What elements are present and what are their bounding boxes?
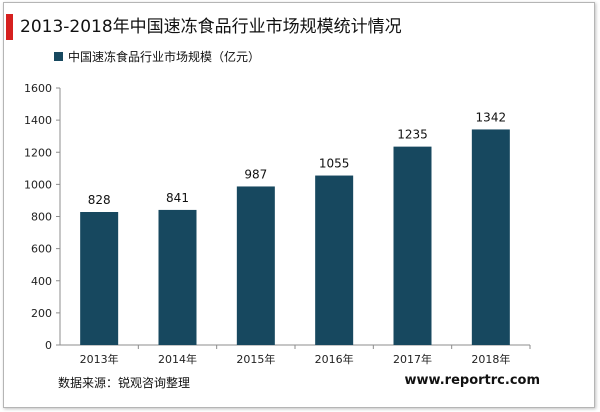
website-url: www.reportrc.com — [404, 373, 540, 388]
bar — [393, 146, 432, 345]
data-label: 841 — [166, 191, 189, 205]
x-tick-label: 2016年 — [315, 352, 354, 366]
x-tick-label: 2013年 — [80, 352, 119, 366]
data-label: 987 — [244, 167, 267, 181]
title-accent-bar — [6, 14, 13, 40]
x-tick-label: 2015年 — [236, 352, 275, 366]
x-tick-label: 2017年 — [393, 352, 432, 366]
bar — [471, 129, 510, 345]
y-tick-label: 1600 — [24, 82, 52, 95]
y-tick-label: 200 — [31, 307, 52, 320]
y-tick-label: 1200 — [24, 146, 52, 159]
bar — [236, 186, 275, 345]
y-tick-label: 400 — [31, 275, 52, 288]
y-tick-label: 600 — [31, 243, 52, 256]
x-tick-label: 2014年 — [158, 352, 197, 366]
data-label: 1055 — [319, 157, 350, 171]
legend-swatch — [54, 52, 63, 61]
bar — [158, 209, 197, 345]
y-tick-label: 1000 — [24, 178, 52, 191]
data-label: 1235 — [397, 128, 428, 142]
x-tick-label: 2018年 — [471, 352, 510, 366]
legend: 中国速冻食品行业市场规模（亿元） — [54, 48, 260, 65]
y-tick-label: 800 — [31, 211, 52, 224]
chart-title: 2013-2018年中国速冻食品行业市场规模统计情况 — [20, 17, 402, 37]
data-label: 828 — [88, 193, 111, 207]
data-label: 1342 — [476, 110, 507, 124]
y-tick-label: 0 — [45, 339, 52, 352]
y-tick-label: 1400 — [24, 114, 52, 127]
legend-label: 中国速冻食品行业市场规模（亿元） — [68, 50, 261, 64]
source-note: 数据来源：锐观咨询整理 — [58, 376, 191, 390]
chart-frame — [3, 2, 595, 408]
bar — [80, 212, 119, 345]
bar — [315, 175, 354, 345]
